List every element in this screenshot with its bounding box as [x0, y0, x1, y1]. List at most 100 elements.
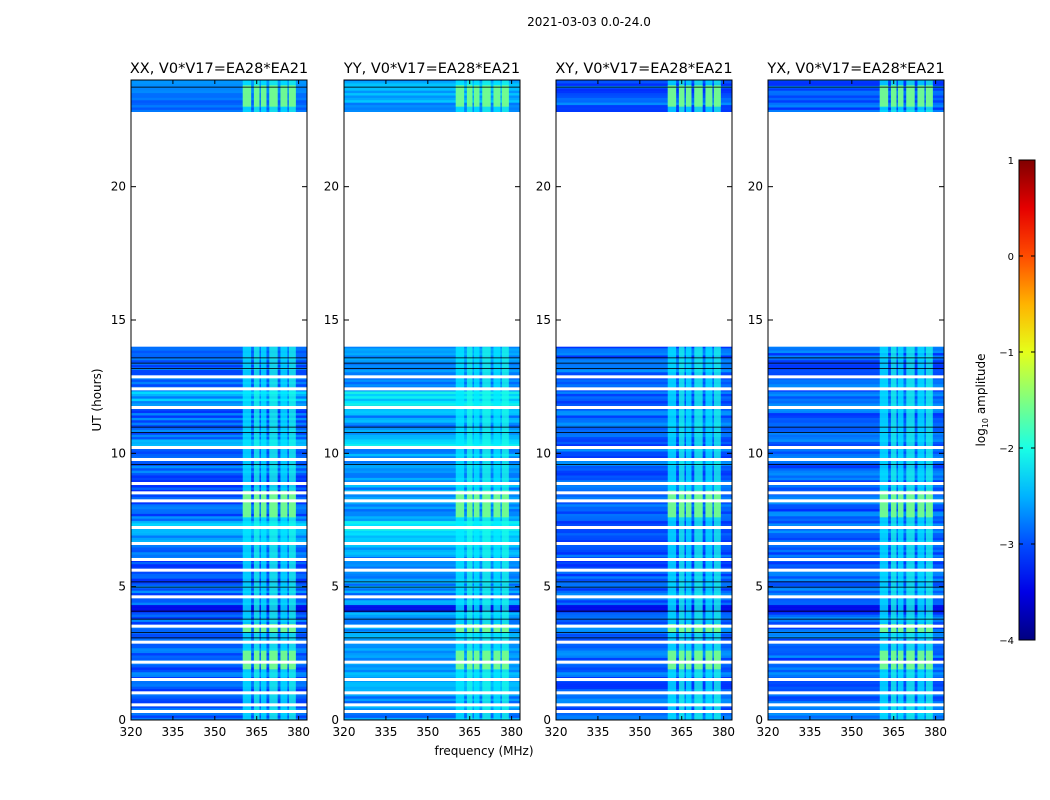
noise-row	[131, 643, 307, 646]
rfi-bright	[288, 85, 296, 107]
noise-row	[131, 410, 307, 414]
noise-row	[556, 100, 732, 103]
noise-row	[131, 477, 307, 481]
noise-row	[768, 645, 944, 649]
rfi-band	[694, 346, 703, 720]
flagged-row	[768, 595, 944, 599]
flagged-row	[768, 710, 944, 713]
rfi-band	[713, 346, 721, 720]
noise-row	[131, 626, 307, 630]
flagged-row	[344, 482, 520, 485]
panel-image	[768, 80, 944, 720]
colorbar-label-rest: amplitude	[974, 354, 988, 418]
noise-row	[344, 360, 520, 363]
noise-row	[344, 681, 520, 685]
noise-row	[556, 607, 732, 610]
noise-row	[556, 501, 732, 505]
noise-row	[768, 441, 944, 445]
noise-row	[556, 506, 732, 510]
colorbar-bar	[1018, 159, 1036, 641]
flagged-row	[131, 710, 307, 713]
rfi-bright	[897, 85, 904, 107]
dark-row	[344, 86, 520, 88]
rfi-bright	[253, 650, 260, 670]
flagged-row	[131, 499, 307, 503]
flagged-row	[768, 624, 944, 628]
flagged-row	[768, 526, 944, 529]
noise-row	[131, 379, 307, 382]
flagged-row	[344, 446, 520, 449]
noise-row	[131, 655, 307, 658]
noise-row	[768, 92, 944, 96]
noise-row	[344, 489, 520, 493]
rfi-band	[879, 346, 889, 720]
dark-row	[344, 362, 520, 364]
noise-row	[556, 657, 732, 661]
panel-title: XX, V0*V17=EA28*EA21	[130, 61, 308, 77]
flagged-row	[768, 568, 944, 572]
noise-row	[344, 672, 520, 675]
noise-row	[768, 600, 944, 603]
noise-row	[344, 97, 520, 101]
noise-row	[556, 518, 732, 522]
noise-row	[556, 537, 732, 541]
noise-row	[768, 513, 944, 517]
flagged-row	[344, 558, 520, 561]
noise-row	[131, 80, 307, 84]
flagged-row	[344, 491, 520, 495]
noise-row	[768, 104, 944, 108]
flagged-row	[344, 640, 520, 644]
noise-row	[556, 348, 732, 351]
noise-row	[556, 614, 732, 618]
noise-row	[131, 470, 307, 474]
rfi-bright	[260, 650, 267, 670]
noise-row	[768, 501, 944, 505]
noise-row	[768, 80, 944, 84]
noise-row	[344, 700, 520, 704]
noise-row	[768, 528, 944, 531]
rfi-bright	[879, 85, 889, 107]
dark-row	[768, 586, 944, 588]
panel-3: YX, V0*V17=EA28*EA21 320 335 350 365 380 0 5 10 1…	[748, 61, 947, 739]
noise-row	[131, 97, 307, 101]
noise-row	[768, 619, 944, 622]
noise-row	[556, 355, 732, 358]
noise-row	[131, 686, 307, 690]
flagged-row	[131, 375, 307, 379]
rfi-band	[667, 346, 677, 720]
rfi-bright	[288, 650, 296, 670]
noise-row	[556, 583, 732, 586]
rfi-band	[242, 346, 252, 720]
noise-row	[768, 655, 944, 658]
noise-row	[768, 504, 944, 507]
noise-row	[768, 372, 944, 375]
noise-row	[131, 95, 307, 98]
rfi-bright	[906, 490, 915, 518]
noise-row	[131, 600, 307, 603]
noise-row	[768, 345, 944, 349]
noise-row	[131, 369, 307, 373]
noise-row	[768, 652, 944, 656]
noise-row	[344, 357, 520, 361]
rfi-bright	[482, 85, 491, 107]
noise-row	[556, 590, 732, 594]
dark-row	[344, 357, 520, 359]
noise-row	[556, 424, 732, 428]
noise-row	[131, 494, 307, 498]
noise-row	[344, 597, 520, 601]
noise-row	[768, 412, 944, 416]
noise-row	[131, 607, 307, 610]
x-tick-label: 350	[628, 725, 651, 739]
noise-row	[344, 472, 520, 476]
flagged-row	[131, 558, 307, 561]
noise-row	[131, 674, 307, 678]
dark-row	[556, 610, 732, 612]
rfi-bright	[466, 650, 473, 670]
noise-row	[344, 566, 520, 570]
noise-row	[556, 357, 732, 361]
y-tick-label: 5	[331, 580, 339, 594]
noise-row	[344, 552, 520, 555]
y-tick-label: 20	[536, 180, 551, 194]
noise-row	[131, 520, 307, 524]
flagged-gap	[344, 112, 520, 347]
